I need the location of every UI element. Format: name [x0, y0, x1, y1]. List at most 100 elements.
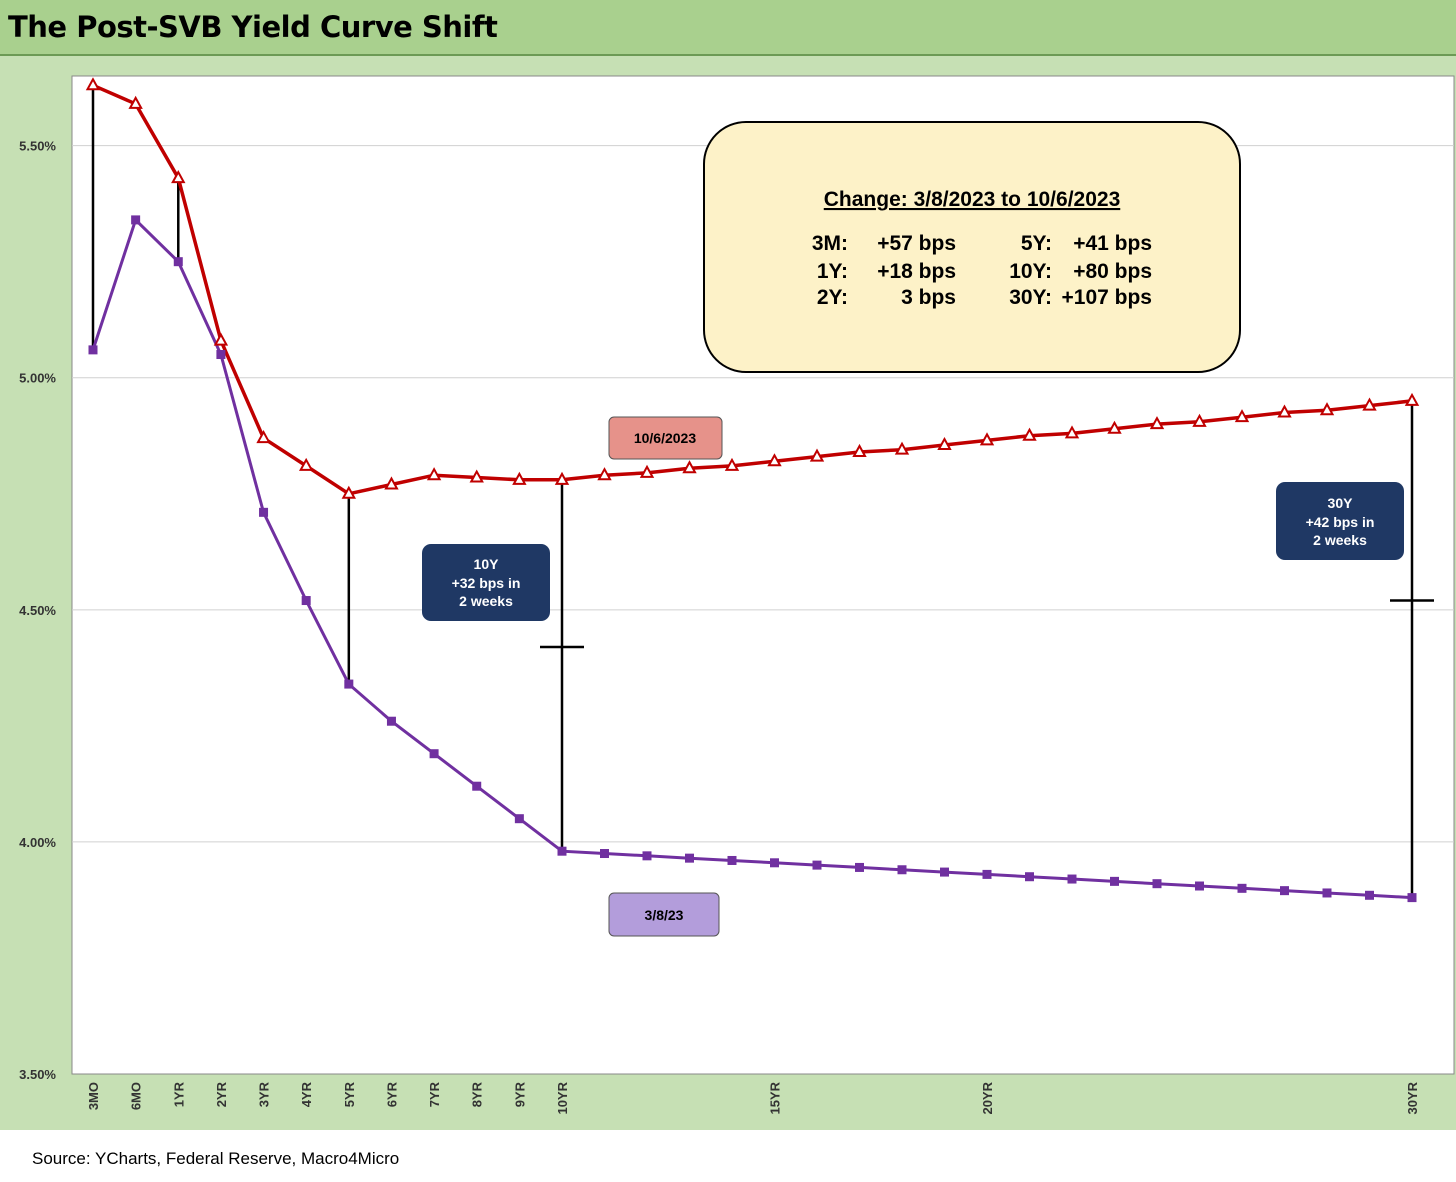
data-point-square — [1280, 886, 1289, 896]
data-point-square — [301, 596, 311, 606]
data-point-triangle — [1022, 427, 1037, 441]
data-point-triangle — [213, 332, 229, 346]
data-point-triangle — [171, 170, 186, 184]
data-point-triangle — [1192, 413, 1207, 427]
callout-30y: 30Y +42 bps in 2 weeks — [1276, 482, 1404, 560]
info-row-value: 3 bps — [901, 286, 956, 309]
info-row-label: 5Y: — [1021, 232, 1052, 255]
data-point-square — [1365, 890, 1374, 900]
x-tick-label: 6YR — [384, 1081, 399, 1107]
change-connectors — [91, 85, 1434, 898]
data-point-triangle — [809, 448, 825, 462]
x-tick-label: 10YR — [555, 1081, 570, 1114]
x-tick-label: 4YR — [299, 1081, 314, 1107]
y-tick-label: 5.50% — [19, 139, 56, 154]
callout-line: 10Y — [474, 556, 500, 572]
data-point-triangle — [128, 95, 143, 109]
info-box-title: Change: 3/8/2023 to 10/6/2023 — [824, 188, 1121, 211]
data-point-square — [386, 716, 396, 726]
data-point-square — [173, 257, 183, 267]
data-point-triangle — [512, 471, 527, 485]
x-tick-label: 6MO — [129, 1082, 144, 1110]
data-point-square — [1322, 888, 1332, 898]
title-bar: The Post-SVB Yield Curve Shift — [0, 0, 1456, 56]
info-row-label: 2Y: — [817, 286, 848, 309]
data-point-square — [259, 507, 269, 517]
data-point-square — [940, 867, 949, 877]
data-point-square — [685, 853, 694, 863]
y-tick-label: 4.50% — [19, 603, 56, 618]
data-point-triangle — [1064, 425, 1080, 439]
data-point-square — [1025, 872, 1034, 882]
data-point-triangle — [469, 469, 484, 483]
data-point-triangle — [554, 471, 570, 485]
callout-line: 2 weeks — [459, 593, 513, 609]
x-tick-label: 2YR — [214, 1081, 229, 1107]
data-point-triangle — [1107, 420, 1122, 434]
data-point-square — [855, 862, 864, 872]
info-row-value: +41 bps — [1073, 232, 1152, 255]
x-tick-label: 9YR — [512, 1081, 527, 1107]
data-point-square — [557, 846, 567, 856]
yield-curve-chart: 3.50% 4.00% 4.50% 5.00% 5.50% 3MO 6MO 1YR 2YR 3Y… — [19, 75, 1455, 1115]
data-point-square — [727, 855, 737, 865]
data-point-triangle — [256, 429, 271, 444]
legend-label: 10/6/2023 — [634, 430, 696, 446]
x-axis: 3MO 6MO 1YR 2YR 3YR 4YR 5YR 6YR 7YR 8YR 9YR 10YR 15Y… — [86, 1081, 1420, 1114]
data-point-square — [88, 345, 98, 355]
data-point-square — [642, 851, 652, 861]
change-summary-box: Change: 3/8/2023 to 10/6/2023 3M: +57 bp… — [703, 121, 1241, 373]
callout-line: +42 bps in — [1306, 514, 1375, 530]
data-point-triangle — [767, 453, 782, 467]
data-point-square — [429, 749, 439, 759]
data-point-triangle — [298, 457, 314, 471]
data-point-square — [897, 865, 907, 875]
legend-label: 3/8/23 — [645, 907, 684, 923]
data-point-triangle — [384, 476, 399, 490]
data-point-square — [216, 350, 226, 360]
info-row-label: 30Y: — [1009, 286, 1052, 309]
x-tick-label: 3YR — [257, 1081, 272, 1107]
data-point-triangle — [1234, 409, 1250, 423]
x-tick-label: 15YR — [768, 1081, 783, 1114]
data-point-triangle — [852, 443, 867, 457]
data-point-triangle — [341, 485, 357, 499]
data-point-square — [1237, 883, 1247, 893]
data-point-triangle — [639, 464, 655, 478]
data-point-triangle — [85, 77, 101, 91]
legend-new-curve: 10/6/2023 — [608, 416, 723, 460]
series-layer — [85, 77, 1420, 903]
y-axis: 3.50% 4.00% 4.50% 5.00% 5.50% — [19, 139, 56, 1082]
data-point-square — [600, 849, 609, 859]
data-point-square — [472, 781, 482, 791]
data-point-triangle — [426, 467, 442, 481]
data-point-square — [982, 869, 992, 879]
data-point-triangle — [937, 436, 952, 451]
x-tick-label: 1YR — [171, 1081, 186, 1107]
info-row-label: 1Y: — [817, 260, 848, 283]
x-tick-label: 5YR — [342, 1081, 357, 1107]
x-tick-label: 8YR — [470, 1081, 485, 1107]
data-point-square — [1195, 881, 1204, 891]
data-point-triangle — [597, 467, 612, 481]
data-point-square — [1067, 874, 1077, 884]
info-row-value: +107 bps — [1062, 286, 1152, 309]
series-3-8-23-line — [91, 217, 1413, 900]
x-tick-label: 3MO — [86, 1082, 101, 1110]
info-row-label: 10Y: — [1009, 260, 1052, 283]
x-tick-label: 20YR — [980, 1081, 995, 1114]
callout-line: 2 weeks — [1313, 532, 1367, 548]
page-title: The Post-SVB Yield Curve Shift — [8, 10, 498, 44]
x-tick-label: 30YR — [1405, 1081, 1420, 1114]
data-point-square — [770, 858, 779, 868]
source-note: Source: YCharts, Federal Reserve, Macro4… — [32, 1149, 400, 1168]
legend-old-curve: 3/8/23 — [608, 892, 720, 937]
data-point-square — [812, 860, 822, 870]
y-tick-label: 4.00% — [19, 835, 56, 850]
info-row-value: +18 bps — [877, 260, 956, 283]
callout-10y: 10Y +32 bps in 2 weeks — [422, 544, 550, 621]
x-tick-label: 7YR — [427, 1081, 442, 1107]
data-point-triangle — [894, 441, 910, 455]
data-point-square — [514, 814, 524, 824]
y-tick-label: 3.50% — [19, 1067, 56, 1082]
